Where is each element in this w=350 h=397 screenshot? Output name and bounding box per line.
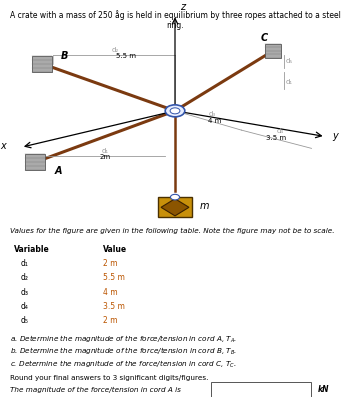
Text: A crate with a mass of 250 åg is held in equilibrium by three ropes attached to : A crate with a mass of 250 åg is held in… <box>9 10 341 30</box>
Text: 5.5 m: 5.5 m <box>103 274 125 282</box>
Bar <box>32 56 52 72</box>
Text: x: x <box>0 141 6 151</box>
Text: 3.5 m: 3.5 m <box>266 135 286 141</box>
Text: 4 m: 4 m <box>103 288 118 297</box>
Text: The magnitude of the force/tension in cord A is: The magnitude of the force/tension in co… <box>10 387 181 393</box>
Text: 2m: 2m <box>99 154 111 160</box>
Bar <box>158 197 192 218</box>
Bar <box>265 44 281 58</box>
Text: Round your final answers to 3 significant digits/figures.: Round your final answers to 3 significan… <box>10 375 209 381</box>
Text: 3.5 m: 3.5 m <box>103 302 125 311</box>
Circle shape <box>170 108 180 114</box>
Text: z: z <box>180 2 186 12</box>
Text: 4 m: 4 m <box>208 118 222 124</box>
Text: Variable: Variable <box>14 245 50 254</box>
Text: m: m <box>199 201 209 212</box>
Bar <box>26 154 45 170</box>
Text: d₁: d₁ <box>102 148 108 154</box>
Text: 2 m: 2 m <box>103 259 118 268</box>
Text: d₄: d₄ <box>21 302 29 311</box>
Text: 2 m: 2 m <box>103 316 118 326</box>
Text: d₃: d₃ <box>21 288 29 297</box>
Text: B: B <box>61 51 69 62</box>
FancyBboxPatch shape <box>211 382 310 397</box>
Text: C: C <box>261 33 268 43</box>
Text: d₅: d₅ <box>285 58 293 64</box>
Text: d₁: d₁ <box>285 79 292 85</box>
Circle shape <box>165 105 185 117</box>
Text: d₁: d₁ <box>21 259 29 268</box>
Text: b. Determine the magnitude of the force/tension in cord B, $T_B$.: b. Determine the magnitude of the force/… <box>10 346 238 357</box>
Text: a. Determine the magnitude of the force/tension in cord A, $T_A$.: a. Determine the magnitude of the force/… <box>10 333 238 345</box>
Text: A: A <box>54 166 62 176</box>
Text: d₄: d₄ <box>276 128 284 134</box>
Text: d₂: d₂ <box>112 47 119 53</box>
Polygon shape <box>161 199 189 216</box>
Text: d₅: d₅ <box>21 316 29 326</box>
Text: d₂: d₂ <box>21 274 29 282</box>
Text: kN: kN <box>317 385 329 395</box>
Text: c. Determine the magnitude of the force/tension in cord C, $T_C$.: c. Determine the magnitude of the force/… <box>10 359 237 370</box>
Text: 5.5 m: 5.5 m <box>116 53 136 59</box>
Text: Value: Value <box>103 245 127 254</box>
Text: d₃: d₃ <box>208 111 215 117</box>
Text: y: y <box>332 131 338 141</box>
Text: Values for the figure are given in the following table. Note the figure may not : Values for the figure are given in the f… <box>10 227 335 234</box>
Circle shape <box>170 195 180 200</box>
